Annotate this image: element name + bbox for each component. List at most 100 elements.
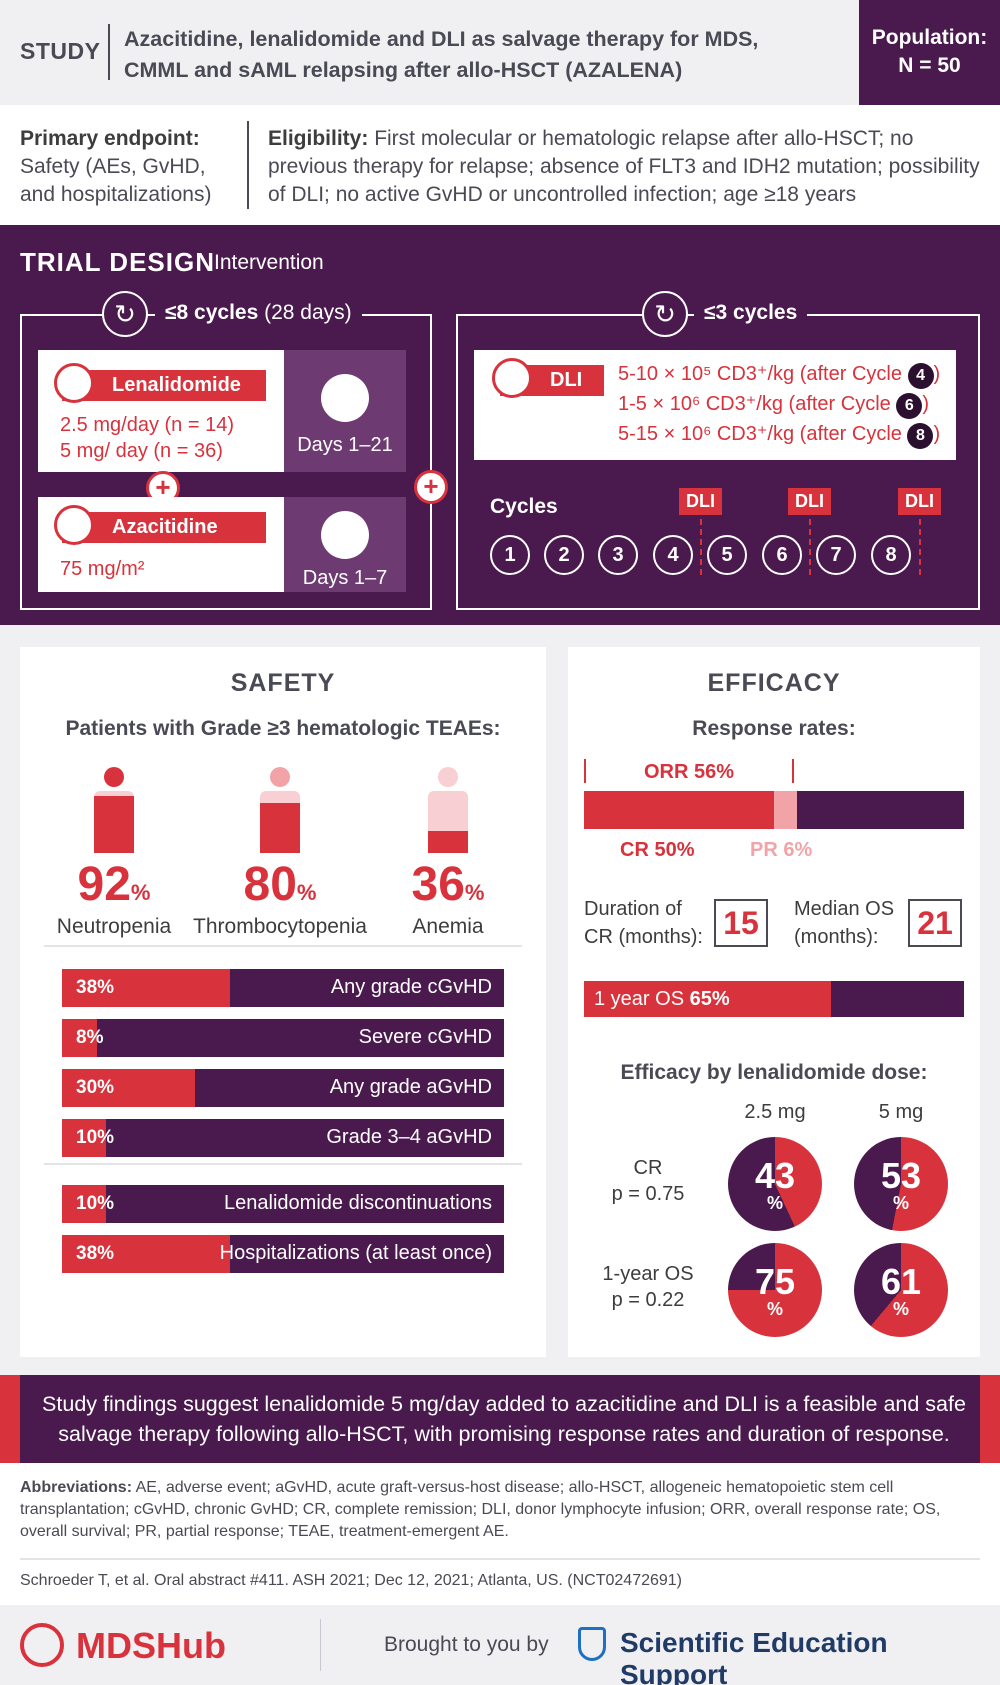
stat-bar-fill — [62, 1235, 230, 1273]
dli-tag: DLI — [679, 488, 722, 515]
pr-fill — [774, 791, 797, 829]
person-head-icon — [104, 767, 124, 787]
duration-value: 15 — [714, 899, 768, 947]
teae-unit: % — [464, 880, 485, 905]
stat-bar-pct: 8% — [76, 1027, 104, 1048]
teae-value: 80% — [200, 857, 360, 912]
dose-pie-unit: % — [766, 1193, 783, 1213]
reference: Schroeder T, et al. Oral abstract #411. … — [20, 1572, 683, 1589]
cycle-8: 8 — [871, 535, 911, 575]
teae-number: 36 — [411, 858, 465, 911]
stat-bar-fill — [62, 1119, 106, 1157]
person-fill — [260, 803, 300, 853]
stat-bar-label: Lenalidomide discontinuations — [224, 1192, 492, 1214]
stat-bar-label: Any grade aGvHD — [329, 1076, 492, 1098]
cr-label: CR 50% — [620, 839, 695, 861]
teae-label: Neutropenia — [56, 915, 172, 938]
lenalidomide-name: Lenalidomide — [62, 370, 266, 401]
stat-bar: 10% Grade 3–4 aGvHD — [62, 1119, 504, 1157]
population-value: N = 50 — [898, 54, 961, 77]
dose-row-p: p = 0.75 — [611, 1183, 685, 1205]
stat-bar: 10% Lenalidomide discontinuations — [62, 1185, 504, 1223]
teae-number: 92 — [77, 858, 131, 911]
stat-bar-pct: 10% — [76, 1193, 115, 1214]
cycle-3: 3 — [598, 535, 638, 575]
blood-bag-icon — [492, 358, 532, 398]
stat-bar: 30% Any grade aGvHD — [62, 1069, 504, 1107]
divider — [44, 1163, 522, 1165]
calendar-icon — [321, 374, 369, 422]
efficacy-panel: EFFICACY Response rates: ORR 56% CR 50% … — [568, 647, 980, 1357]
cycle-icon: ↻ — [642, 291, 688, 337]
median-os-label: Median OS (months): — [794, 898, 895, 948]
divider — [20, 1558, 980, 1560]
dli-dose-line: 5-15 × 10⁶ CD3⁺/kg (after Cycle 8) — [618, 419, 940, 449]
accent-bar — [980, 1375, 1000, 1463]
pr-label: PR 6% — [750, 839, 813, 861]
duration-label: Duration of CR (months): — [584, 898, 703, 948]
dli-dose-text: 5-10 × 10⁵ CD3⁺/kg (after Cycle — [618, 363, 902, 385]
teae-value: 92% — [34, 857, 194, 912]
dli-tag: DLI — [788, 488, 831, 515]
teae-item: 80% Thrombocytopenia — [193, 767, 367, 938]
dli-dose-list: 5-10 × 10⁵ CD3⁺/kg (after Cycle 4) 1-5 ×… — [618, 359, 940, 449]
dli-close: ) — [933, 363, 941, 385]
teae-unit: % — [130, 880, 151, 905]
trial-design-subtitle: Intervention — [214, 251, 324, 274]
primary-endpoint: Primary endpoint: Safety (AEs, GvHD, and… — [20, 125, 240, 209]
dose-row-label: 1-year OS p = 0.22 — [578, 1261, 718, 1313]
shield-icon — [578, 1627, 606, 1661]
orr-bracket-left — [584, 759, 586, 783]
lenalidomide-days: Days 1–21 — [284, 350, 406, 472]
cycle-5: 5 — [707, 535, 747, 575]
dose-col-2-5: 2.5 mg — [744, 1101, 806, 1123]
dli-marker — [700, 519, 702, 575]
conclusion-banner: Study findings suggest lenalidomide 5 mg… — [0, 1375, 1000, 1463]
brand-name[interactable]: MDSHub — [76, 1625, 226, 1666]
abbreviations-text: AE, adverse event; aGvHD, acute graft-ve… — [20, 1479, 941, 1540]
azacitidine-dose: 75 mg/m² — [60, 558, 145, 580]
blood-bag-icon — [54, 505, 94, 545]
person-icon — [428, 791, 468, 853]
teae-label: Anemia — [412, 915, 484, 938]
person-head-icon — [438, 767, 458, 787]
dose-row-metric: 1-year OS — [602, 1263, 694, 1285]
lenalidomide-dose-1: 2.5 mg/day (n = 14) — [60, 414, 234, 436]
eligibility-text: First molecular or hematologic relapse a… — [268, 127, 980, 206]
orr-label: ORR 56% — [644, 761, 735, 783]
stat-bar-label: Grade 3–4 aGvHD — [326, 1126, 492, 1148]
population-label: Population: — [871, 26, 988, 49]
left-cycles-rest: (28 days) — [264, 301, 352, 324]
eligibility-title: Eligibility: — [268, 127, 369, 150]
person-head-icon — [270, 767, 290, 787]
cycle-6: 6 — [762, 535, 802, 575]
dli-close: ) — [922, 393, 930, 415]
stat-bar: 38% Hospitalizations (at least once) — [62, 1235, 504, 1273]
os1y-value: 65% — [689, 988, 730, 1010]
stat-bar-pct: 30% — [76, 1077, 115, 1098]
dose-pie-value: 43 — [754, 1155, 796, 1196]
orr-bracket-right — [792, 759, 794, 783]
dose-pie-value: 53 — [880, 1155, 922, 1196]
stat-bar-label: Any grade cGvHD — [330, 976, 492, 998]
study-label: STUDY — [20, 38, 101, 64]
brought-by: Brought to you by — [384, 1633, 549, 1656]
teae-unit: % — [296, 880, 317, 905]
os1y-prefix: 1 year OS — [594, 988, 690, 1010]
dli-dose-text: 5-15 × 10⁶ CD3⁺/kg (after Cycle — [618, 423, 902, 445]
dli-cycle-number: 4 — [907, 363, 934, 389]
cycle-1: 1 — [490, 535, 530, 575]
efficacy-title: EFFICACY — [707, 669, 841, 697]
os1y-bar: 1 year OS 65% — [584, 981, 964, 1017]
dose-row-label: CR p = 0.75 — [578, 1155, 718, 1207]
dli-dose-text: 1-5 × 10⁶ CD3⁺/kg (after Cycle — [618, 393, 891, 415]
stat-bar-pct: 38% — [76, 977, 115, 998]
sponsor-name[interactable]: Scientific Education Support — [620, 1627, 888, 1685]
stat-bar-pct: 10% — [76, 1127, 115, 1148]
teae-value: 36% — [368, 857, 528, 912]
teae-item: 92% Neutropenia — [54, 767, 174, 938]
endpoint-row: Primary endpoint: Safety (AEs, GvHD, and… — [0, 105, 1000, 225]
dose-col-5: 5 mg — [878, 1101, 924, 1123]
stat-bar-fill — [62, 1069, 195, 1107]
azacitidine-days-label: Days 1–7 — [302, 567, 388, 589]
